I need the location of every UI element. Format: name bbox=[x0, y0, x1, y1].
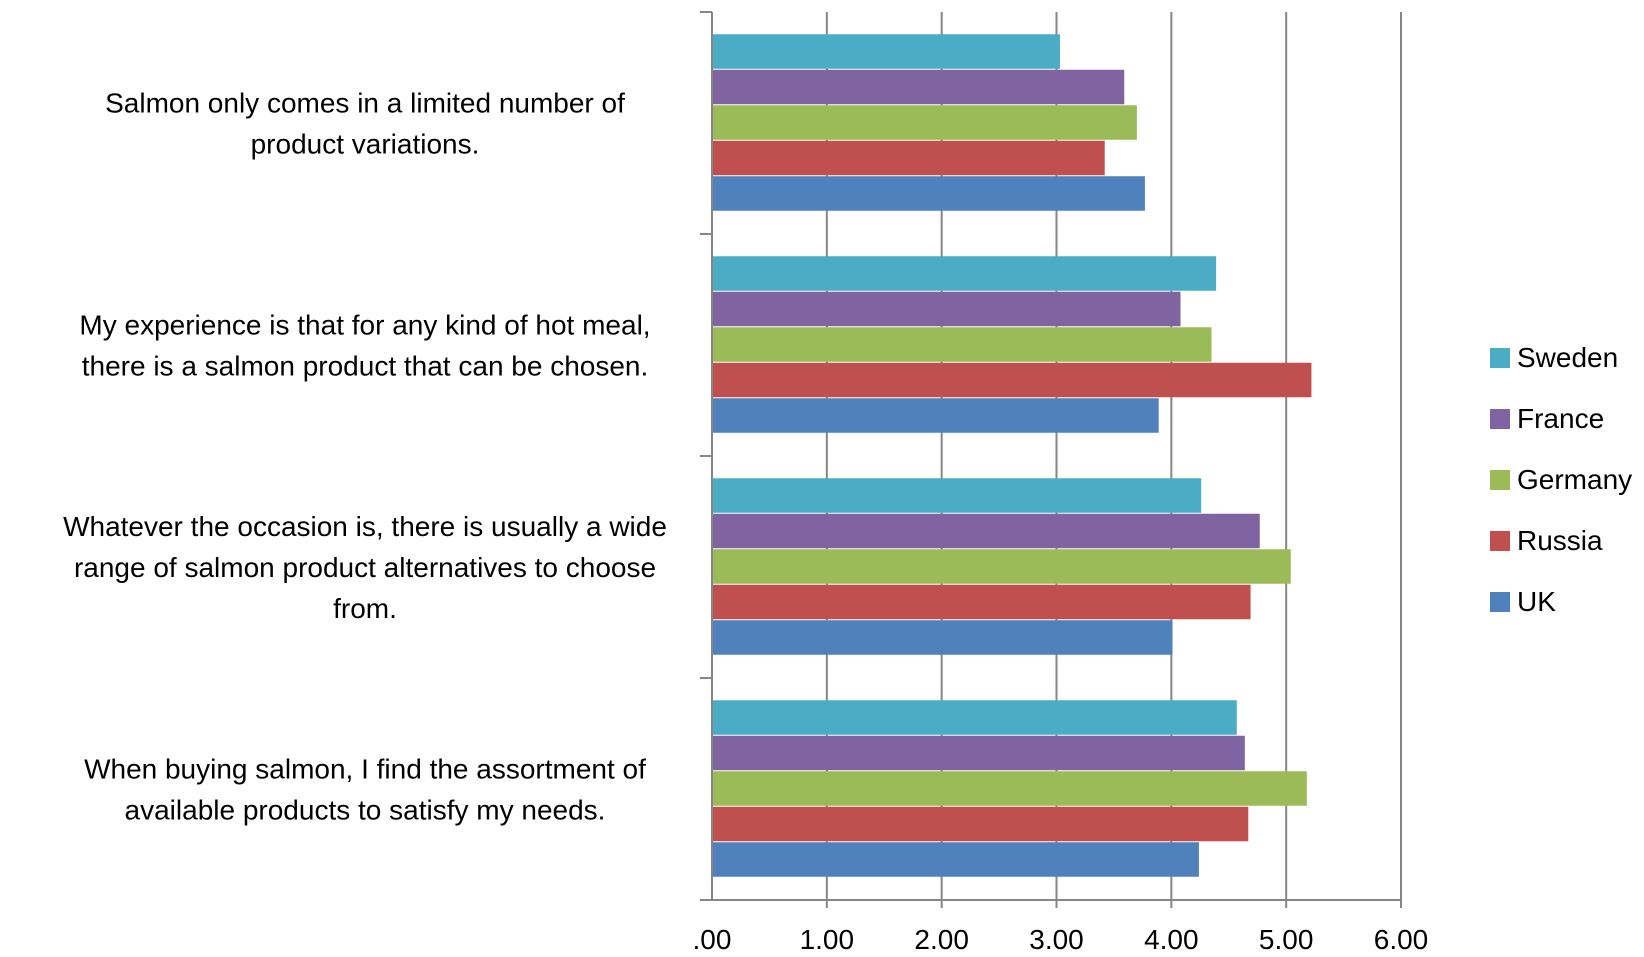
axes bbox=[700, 11, 1401, 901]
legend: Sweden France Germany Russia UK bbox=[1490, 342, 1632, 617]
bar-germany bbox=[713, 771, 1307, 806]
bar-russia bbox=[713, 584, 1251, 620]
tick-labels: .00 1.00 2.00 3.00 4.00 5.00 6.00 bbox=[693, 924, 1429, 955]
bar-uk bbox=[713, 842, 1199, 877]
bar-sweden bbox=[713, 700, 1237, 735]
bar-russia bbox=[713, 806, 1249, 842]
x-tick-label: 2.00 bbox=[914, 924, 969, 955]
bar-germany bbox=[713, 549, 1291, 584]
legend-swatch-sweden bbox=[1490, 348, 1510, 368]
bar-france bbox=[713, 735, 1245, 771]
x-tick-label: 4.00 bbox=[1144, 924, 1199, 955]
bar-sweden bbox=[713, 256, 1217, 291]
bar-uk bbox=[713, 398, 1159, 433]
bars bbox=[713, 34, 1312, 877]
bar-sweden bbox=[713, 478, 1202, 513]
x-tick-label: 5.00 bbox=[1259, 924, 1314, 955]
bar-sweden bbox=[713, 34, 1060, 69]
category-labels: Salmon only comes in a limited number of… bbox=[63, 88, 667, 826]
bar-france bbox=[713, 291, 1181, 327]
x-tick-label: 6.00 bbox=[1374, 924, 1429, 955]
bar-uk bbox=[713, 176, 1145, 211]
category-label: Whatever the occasion is, there is usual… bbox=[63, 511, 667, 624]
legend-label-uk: UK bbox=[1517, 586, 1556, 617]
x-tick-label: 1.00 bbox=[800, 924, 855, 955]
legend-label-russia: Russia bbox=[1517, 525, 1603, 556]
legend-label-germany: Germany bbox=[1517, 464, 1632, 495]
legend-swatch-uk bbox=[1490, 592, 1510, 612]
bar-russia bbox=[713, 362, 1312, 398]
legend-swatch-france bbox=[1490, 409, 1510, 429]
category-label: My experience is that for any kind of ho… bbox=[79, 310, 650, 382]
category-label: Salmon only comes in a limited number of… bbox=[105, 88, 625, 160]
bar-russia bbox=[713, 140, 1105, 176]
category-label: When buying salmon, I find the assortmen… bbox=[84, 754, 646, 826]
x-tick-label: 3.00 bbox=[1029, 924, 1084, 955]
legend-label-france: France bbox=[1517, 403, 1604, 434]
x-tick-label: .00 bbox=[693, 924, 732, 955]
bar-france bbox=[713, 513, 1260, 549]
legend-swatch-germany bbox=[1490, 470, 1510, 490]
bar-germany bbox=[713, 105, 1137, 140]
bar-france bbox=[713, 69, 1125, 105]
legend-label-sweden: Sweden bbox=[1517, 342, 1618, 373]
bar-germany bbox=[713, 327, 1212, 362]
legend-swatch-russia bbox=[1490, 531, 1510, 551]
bar-uk bbox=[713, 620, 1173, 655]
